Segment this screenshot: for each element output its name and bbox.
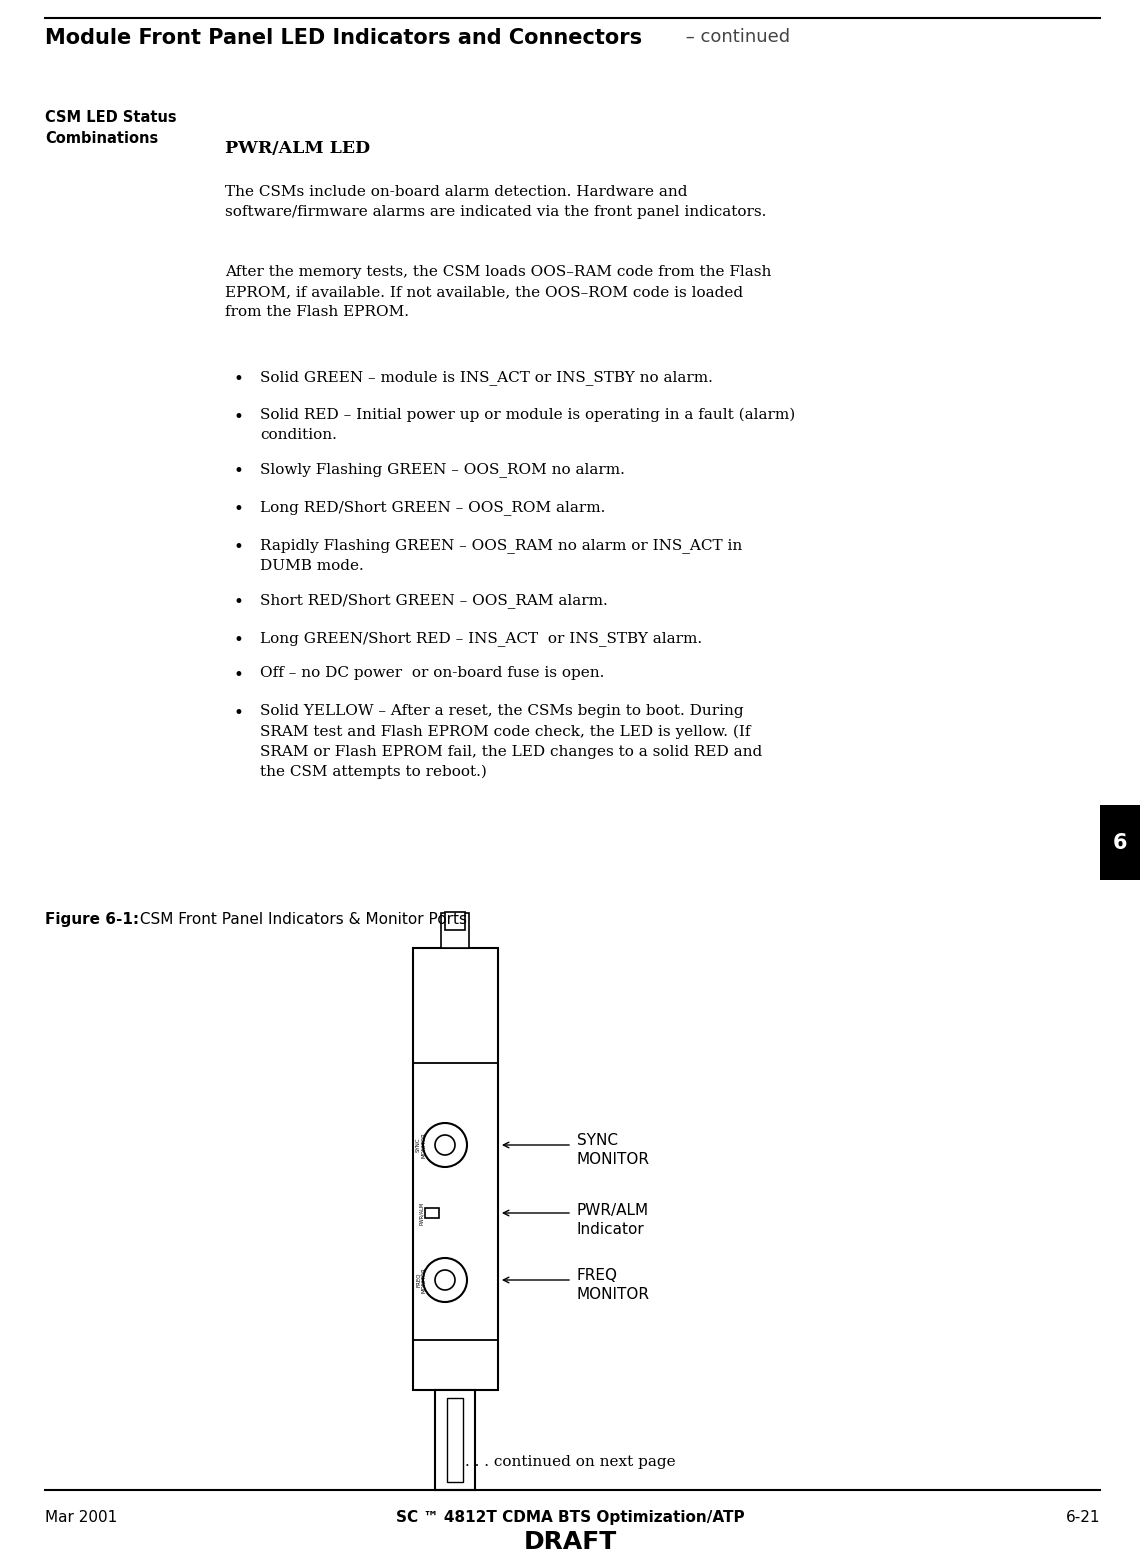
FancyBboxPatch shape bbox=[435, 1390, 475, 1490]
Text: The CSMs include on-board alarm detection. Hardware and
software/firmware alarms: The CSMs include on-board alarm detectio… bbox=[225, 185, 766, 220]
FancyBboxPatch shape bbox=[441, 912, 469, 948]
Text: PWR/ALM LED: PWR/ALM LED bbox=[225, 140, 370, 157]
Text: 6-21: 6-21 bbox=[1066, 1510, 1100, 1524]
Circle shape bbox=[435, 1271, 455, 1291]
Text: Off – no DC power  or on-board fuse is open.: Off – no DC power or on-board fuse is op… bbox=[260, 666, 604, 680]
Text: Figure 6-1:: Figure 6-1: bbox=[44, 912, 139, 926]
Text: •: • bbox=[233, 409, 243, 427]
Text: After the memory tests, the CSM loads OOS–RAM code from the Flash
EPROM, if avai: After the memory tests, the CSM loads OO… bbox=[225, 265, 772, 319]
Text: Module Front Panel LED Indicators and Connectors: Module Front Panel LED Indicators and Co… bbox=[44, 28, 642, 48]
Text: •: • bbox=[233, 595, 243, 610]
FancyBboxPatch shape bbox=[1100, 805, 1140, 880]
Text: Slowly Flashing GREEN – OOS_ROM no alarm.: Slowly Flashing GREEN – OOS_ROM no alarm… bbox=[260, 462, 625, 476]
Text: •: • bbox=[233, 501, 243, 518]
Circle shape bbox=[423, 1258, 467, 1302]
FancyBboxPatch shape bbox=[413, 948, 498, 1390]
Text: PWR/ALM
Indicator: PWR/ALM Indicator bbox=[577, 1204, 649, 1236]
Text: Short RED/Short GREEN – OOS_RAM alarm.: Short RED/Short GREEN – OOS_RAM alarm. bbox=[260, 593, 608, 607]
Text: Long GREEN/Short RED – INS_ACT  or INS_STBY alarm.: Long GREEN/Short RED – INS_ACT or INS_ST… bbox=[260, 631, 702, 646]
Text: DRAFT: DRAFT bbox=[523, 1531, 617, 1554]
Text: SYNC
MONITOR: SYNC MONITOR bbox=[577, 1133, 650, 1166]
Circle shape bbox=[423, 1123, 467, 1168]
Text: Solid YELLOW – After a reset, the CSMs begin to boot. During
SRAM test and Flash: Solid YELLOW – After a reset, the CSMs b… bbox=[260, 704, 763, 780]
Text: •: • bbox=[233, 705, 243, 722]
FancyBboxPatch shape bbox=[445, 912, 465, 930]
Text: Long RED/Short GREEN – OOS_ROM alarm.: Long RED/Short GREEN – OOS_ROM alarm. bbox=[260, 500, 605, 515]
Text: •: • bbox=[233, 462, 243, 480]
Text: •: • bbox=[233, 666, 243, 684]
FancyBboxPatch shape bbox=[425, 1208, 439, 1218]
Text: •: • bbox=[233, 632, 243, 649]
Text: CSM LED Status
Combinations: CSM LED Status Combinations bbox=[44, 111, 177, 146]
Text: . . . continued on next page: . . . continued on next page bbox=[465, 1454, 675, 1468]
Text: Solid GREEN – module is INS_ACT or INS_STBY no alarm.: Solid GREEN – module is INS_ACT or INS_S… bbox=[260, 371, 712, 385]
Circle shape bbox=[435, 1135, 455, 1155]
FancyBboxPatch shape bbox=[447, 1398, 463, 1482]
Text: 6: 6 bbox=[1113, 833, 1127, 853]
Text: Rapidly Flashing GREEN – OOS_RAM no alarm or INS_ACT in
DUMB mode.: Rapidly Flashing GREEN – OOS_RAM no alar… bbox=[260, 539, 742, 573]
Text: CSM Front Panel Indicators & Monitor Ports: CSM Front Panel Indicators & Monitor Por… bbox=[135, 912, 467, 926]
Text: PWR/ALM: PWR/ALM bbox=[418, 1202, 423, 1224]
Text: SYNC
MONITOR: SYNC MONITOR bbox=[416, 1132, 426, 1158]
Text: •: • bbox=[233, 539, 243, 556]
Text: •: • bbox=[233, 371, 243, 388]
Text: Solid RED – Initial power up or module is operating in a fault (alarm)
condition: Solid RED – Initial power up or module i… bbox=[260, 408, 796, 442]
Text: SC ™ 4812T CDMA BTS Optimization/ATP: SC ™ 4812T CDMA BTS Optimization/ATP bbox=[396, 1510, 744, 1524]
Text: Mar 2001: Mar 2001 bbox=[44, 1510, 117, 1524]
Text: – continued: – continued bbox=[679, 28, 790, 47]
Text: FREQ
MONITOR: FREQ MONITOR bbox=[577, 1267, 650, 1302]
Text: FREQ
MONITOR: FREQ MONITOR bbox=[416, 1267, 426, 1292]
